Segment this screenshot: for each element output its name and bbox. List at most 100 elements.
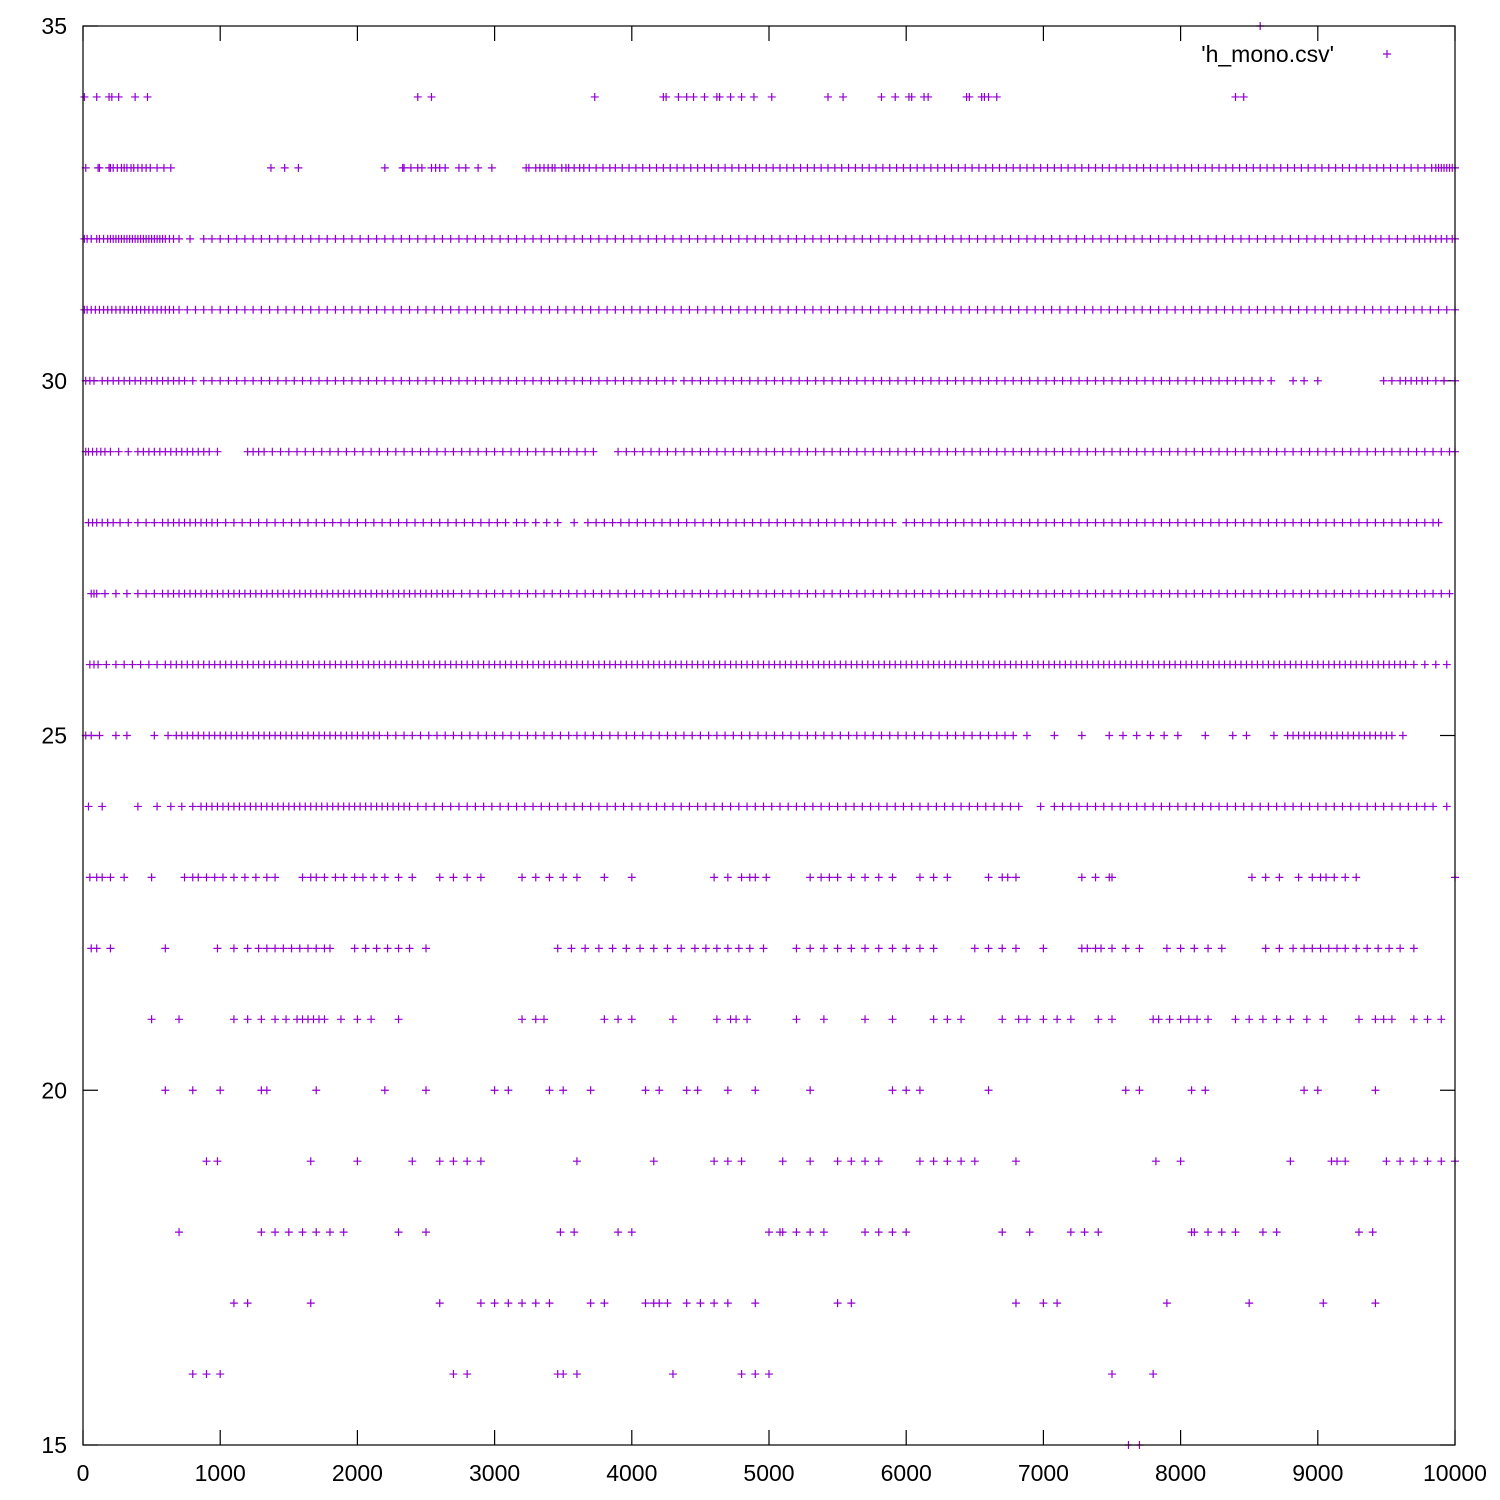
data-point (1171, 234, 1180, 243)
data-point (1313, 802, 1322, 811)
data-point (899, 802, 908, 811)
data-point (751, 1086, 760, 1095)
data-point (452, 518, 461, 527)
data-point (435, 1299, 444, 1308)
data-point (175, 1228, 184, 1237)
data-point (413, 234, 422, 243)
data-point (649, 944, 658, 953)
data-point (1333, 1157, 1342, 1166)
data-point (589, 447, 598, 456)
data-point (375, 447, 384, 456)
data-point (405, 305, 414, 314)
data-point (1173, 589, 1182, 598)
data-point (608, 518, 617, 527)
data-point (159, 163, 168, 172)
data-point (718, 305, 727, 314)
data-point (1235, 163, 1244, 172)
data-point (611, 376, 620, 385)
data-point (504, 305, 513, 314)
data-point (194, 873, 203, 882)
data-point (438, 234, 447, 243)
data-point (1330, 802, 1339, 811)
data-point (1280, 589, 1289, 598)
data-point (282, 305, 291, 314)
data-point (1193, 1015, 1202, 1024)
data-point (570, 305, 579, 314)
data-point (331, 376, 340, 385)
data-point (380, 1086, 389, 1095)
data-point (660, 305, 669, 314)
data-point (1039, 305, 1048, 314)
data-point (1000, 589, 1009, 598)
data-point (1371, 518, 1380, 527)
data-point (461, 163, 470, 172)
data-point (743, 234, 752, 243)
data-point (460, 518, 469, 527)
data-point (564, 447, 573, 456)
data-point (1058, 376, 1067, 385)
data-point (674, 518, 683, 527)
data-point (1387, 518, 1396, 527)
data-point (586, 234, 595, 243)
data-point (304, 518, 313, 527)
data-point (304, 944, 313, 953)
data-point (1066, 1228, 1075, 1237)
data-point (1173, 447, 1182, 456)
data-point (1149, 518, 1158, 527)
data-point (1050, 802, 1059, 811)
data-point (1223, 518, 1232, 527)
data-point (205, 447, 214, 456)
data-point (408, 873, 417, 882)
data-point (298, 1228, 307, 1237)
data-point (1160, 731, 1169, 740)
data-point (806, 1228, 815, 1237)
data-point (1190, 447, 1199, 456)
data-point (1401, 660, 1410, 669)
data-point (454, 376, 463, 385)
data-point (872, 163, 881, 172)
data-point (688, 589, 697, 598)
data-point (273, 305, 282, 314)
data-point (647, 731, 656, 740)
data-point (1228, 234, 1237, 243)
data-point (984, 873, 993, 882)
x-tick-label: 2000 (332, 1460, 383, 1486)
data-point (1330, 873, 1339, 882)
data-point (378, 518, 387, 527)
data-point (1412, 518, 1421, 527)
data-point (1165, 376, 1174, 385)
data-point (707, 163, 716, 172)
data-point (559, 1086, 568, 1095)
data-point (913, 163, 922, 172)
data-point (1017, 376, 1026, 385)
data-point (523, 447, 532, 456)
data-point (721, 731, 730, 740)
data-point (806, 1086, 815, 1095)
data-point (501, 518, 510, 527)
data-point (984, 731, 993, 740)
data-point (361, 518, 370, 527)
data-point (1276, 163, 1285, 172)
data-point (251, 873, 260, 882)
data-point (150, 589, 159, 598)
data-point (570, 376, 579, 385)
data-point (102, 660, 111, 669)
data-point (133, 589, 142, 598)
data-point (358, 447, 367, 456)
data-point (1330, 518, 1339, 527)
data-point (1091, 589, 1100, 598)
data-point (1108, 1015, 1116, 1024)
data-point (216, 376, 225, 385)
data-point (704, 731, 713, 740)
data-point (240, 234, 249, 243)
data-point (957, 1157, 966, 1166)
data-point (885, 731, 894, 740)
data-point (685, 802, 694, 811)
data-point (652, 234, 661, 243)
data-point (825, 802, 834, 811)
data-point (561, 802, 570, 811)
data-point (1316, 944, 1325, 953)
data-point (1080, 305, 1089, 314)
data-point (1198, 376, 1207, 385)
data-point (765, 518, 773, 527)
